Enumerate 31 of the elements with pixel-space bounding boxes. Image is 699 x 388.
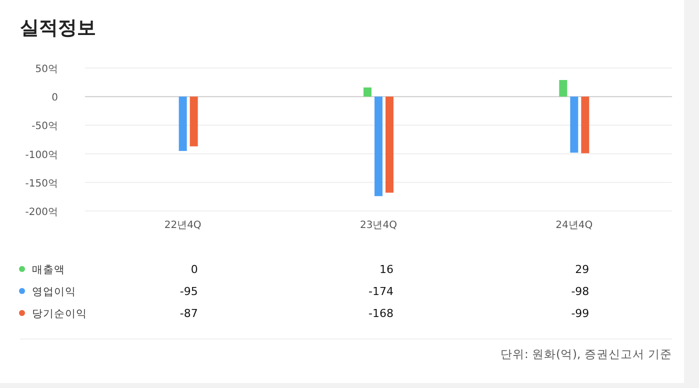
bar xyxy=(190,96,198,146)
bar xyxy=(570,96,578,153)
y-tick-label: -150억 xyxy=(25,178,58,190)
x-tick-label: 22년4Q xyxy=(164,220,202,231)
x-tick-label: 23년4Q xyxy=(360,220,398,231)
bar xyxy=(386,96,394,193)
data-label: 0 xyxy=(190,263,198,276)
legend-label: 당기순이익 xyxy=(32,308,87,320)
text: 단위: 원화(억), 증권신고서 기준 xyxy=(500,347,672,361)
data-label: -174 xyxy=(368,285,394,298)
y-tick-label: -50억 xyxy=(32,121,58,132)
y-tick-label: -100억 xyxy=(25,150,58,161)
chart-title: 실적정보 xyxy=(20,17,96,39)
bar xyxy=(374,96,382,196)
bar xyxy=(364,87,372,97)
data-label: -168 xyxy=(368,307,394,320)
data-label: -99 xyxy=(571,307,590,320)
bar xyxy=(581,96,590,154)
data-label: -87 xyxy=(180,307,198,320)
bar xyxy=(559,80,568,97)
data-label: 29 xyxy=(575,263,590,276)
x-tick-label: 24년4Q xyxy=(556,220,593,231)
data-label: -98 xyxy=(571,285,590,298)
data-label: 16 xyxy=(380,263,394,276)
bar xyxy=(178,96,187,151)
legend-label: 영업이익 xyxy=(32,286,76,298)
y-tick-label: -200억 xyxy=(25,207,58,218)
legend-label: 매출액 xyxy=(32,264,65,276)
y-tick-label: 0 xyxy=(52,92,58,104)
data-label: -95 xyxy=(180,285,198,298)
y-tick-label: 50억 xyxy=(35,64,58,75)
